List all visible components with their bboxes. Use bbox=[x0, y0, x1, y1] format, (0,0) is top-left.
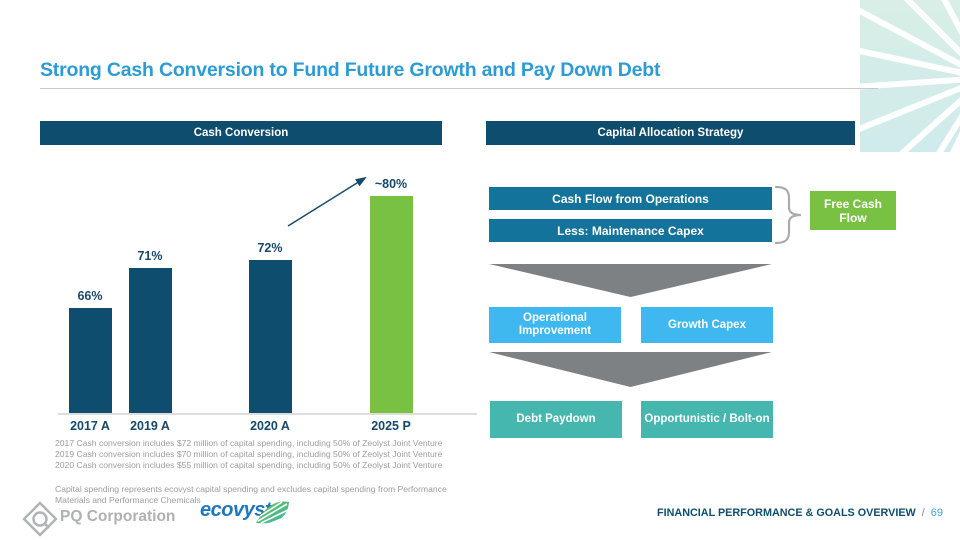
footer-section: FINANCIAL PERFORMANCE & GOALS OVERVIEW /… bbox=[657, 507, 943, 519]
x-tick-label: 2017 A bbox=[70, 419, 110, 433]
footer-separator: / bbox=[921, 507, 925, 519]
free-cash-flow-box: Free Cash Flow bbox=[810, 191, 896, 230]
title-underline bbox=[40, 88, 878, 89]
bar-value-label: 66% bbox=[77, 289, 103, 303]
growth-arrow-icon bbox=[287, 176, 367, 227]
use-box-label: Operational Improvement bbox=[518, 312, 592, 337]
x-tick-label: 2020 A bbox=[250, 419, 290, 433]
box-opportunistic-bolton: Opportunistic / Bolt-on bbox=[641, 401, 773, 438]
bar-2017 bbox=[68, 308, 112, 414]
funnel-chevron-icon bbox=[489, 264, 772, 297]
x-tick-label: 2025 P bbox=[371, 419, 411, 433]
funnel-chevron-icon bbox=[489, 352, 772, 387]
flow-box-label: Cash Flow from Operations bbox=[552, 191, 709, 206]
footer-page-number: 69 bbox=[930, 507, 943, 519]
flow-box-label: Less: Maintenance Capex bbox=[557, 223, 704, 238]
pq-logo-icon bbox=[22, 501, 58, 537]
use-box-label: Growth Capex bbox=[668, 318, 746, 331]
box-debt-paydown: Debt Paydown bbox=[490, 401, 622, 438]
footnotes-block: 2017 Cash conversion includes $72 millio… bbox=[55, 438, 442, 471]
section-header-cash-conversion: Cash Conversion bbox=[40, 121, 442, 145]
free-cash-flow-label: Free Cash Flow bbox=[823, 196, 883, 225]
bar-column-2017: 66% bbox=[48, 289, 132, 414]
pq-logo-text: PQ Corporation bbox=[60, 508, 176, 525]
box-operational-improvement: Operational Improvement bbox=[489, 307, 621, 343]
bar-2019 bbox=[128, 268, 172, 414]
disclaimer-text: Capital spending represents ecovyst capi… bbox=[55, 484, 447, 505]
x-tick-label: 2019 A bbox=[130, 419, 170, 433]
bar-column-2019: 71% bbox=[108, 249, 192, 414]
bar-value-label: ~80% bbox=[374, 177, 408, 191]
use-box-label: Opportunistic / Bolt-on bbox=[644, 413, 770, 425]
flow-box-maintenance-capex: Less: Maintenance Capex bbox=[489, 219, 772, 242]
bar-value-label: 71% bbox=[137, 249, 163, 263]
section-header-label: Cash Conversion bbox=[193, 127, 289, 139]
use-box-label: Debt Paydown bbox=[516, 413, 596, 425]
flow-box-cash-flow-operations: Cash Flow from Operations bbox=[489, 187, 772, 210]
ecovyst-leaf-icon bbox=[256, 501, 290, 526]
footnote-line: 2017 Cash conversion includes $72 millio… bbox=[55, 438, 443, 448]
bar-column-2025: ~80% bbox=[349, 177, 433, 414]
section-header-label: Capital Allocation Strategy bbox=[597, 127, 744, 139]
bar-2025 bbox=[369, 196, 413, 414]
bar-2020 bbox=[248, 260, 292, 414]
bar-column-2020: 72% bbox=[228, 241, 312, 414]
section-header-capital-allocation: Capital Allocation Strategy bbox=[486, 121, 855, 145]
chart-axis-baseline bbox=[58, 413, 477, 415]
corner-fan-graphic bbox=[860, 0, 960, 152]
box-growth-capex: Growth Capex bbox=[641, 307, 773, 343]
brace-icon bbox=[774, 185, 802, 245]
bar-value-label: 72% bbox=[257, 241, 283, 255]
page-title: Strong Cash Conversion to Fund Future Gr… bbox=[40, 59, 661, 81]
footnote-line: 2020 Cash conversion includes $55 millio… bbox=[55, 460, 443, 470]
footer-section-title: FINANCIAL PERFORMANCE & GOALS OVERVIEW bbox=[657, 507, 916, 519]
footnote-line: 2019 Cash conversion includes $70 millio… bbox=[55, 449, 443, 459]
ecovyst-logo-text: ecovyst bbox=[200, 499, 272, 521]
